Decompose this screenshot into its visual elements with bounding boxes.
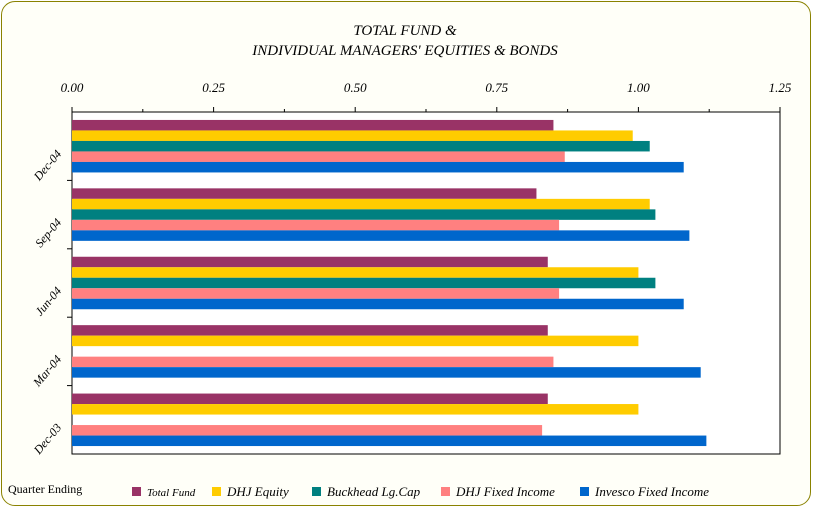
chart-title-line-2: INDIVIDUAL MANAGERS' EQUITIES & BONDS [251, 43, 558, 59]
bar [72, 151, 565, 162]
bar [72, 119, 554, 131]
bar [72, 230, 690, 241]
legend-label: DHJ Fixed Income [455, 484, 555, 499]
y-axis: Dec-04 Sep-04 Jun-04 Mar-04 Dec-03 [30, 147, 72, 458]
bar [72, 161, 684, 173]
bar [72, 198, 650, 210]
bar [72, 435, 707, 447]
bar [72, 140, 650, 152]
y-axis-title: Quarter Ending [8, 482, 82, 496]
x-tick-label: 0.00 [61, 80, 84, 95]
legend-swatch [580, 487, 589, 496]
category-label: Sep-04 [32, 216, 64, 251]
category-label: Jun-04 [32, 284, 64, 319]
bar [72, 356, 554, 368]
bar [72, 298, 684, 310]
legend-swatch [312, 487, 321, 496]
bar [72, 256, 548, 268]
bar [72, 130, 633, 141]
bar [72, 335, 639, 347]
x-tick-label: 0.25 [202, 80, 225, 95]
bar [72, 425, 543, 436]
bar [72, 288, 560, 299]
legend-swatch [132, 487, 141, 496]
chart-title-line-1: TOTAL FUND & [353, 23, 457, 39]
bar [72, 367, 701, 378]
legend-swatch [441, 487, 450, 496]
bar [72, 267, 639, 278]
legend-label: DHJ Equity [226, 484, 289, 499]
x-tick-label: 1.25 [769, 80, 792, 95]
bar [72, 404, 639, 415]
bar [72, 209, 656, 220]
category-label: Dec-03 [30, 421, 64, 458]
x-tick-label: 0.75 [485, 80, 508, 95]
bar [72, 277, 656, 289]
bars [72, 119, 707, 447]
legend-label: Invesco Fixed Income [594, 484, 709, 499]
x-axis: 0.00 0.25 0.50 0.75 1.00 1.25 [61, 80, 792, 112]
bar [72, 393, 548, 405]
legend-label: Buckhead Lg.Cap [327, 484, 421, 499]
legend-label: Total Fund [147, 487, 196, 499]
bar [72, 219, 560, 231]
bar [72, 188, 537, 199]
legend-swatch [212, 487, 221, 496]
category-label: Dec-04 [30, 147, 64, 184]
x-tick-label: 0.50 [344, 80, 367, 95]
x-tick-label: 1.00 [627, 80, 650, 95]
category-label: Mar-04 [30, 352, 65, 390]
bar [72, 325, 548, 336]
legend: Total Fund DHJ Equity Buckhead Lg.Cap DHJ F… [132, 484, 709, 499]
